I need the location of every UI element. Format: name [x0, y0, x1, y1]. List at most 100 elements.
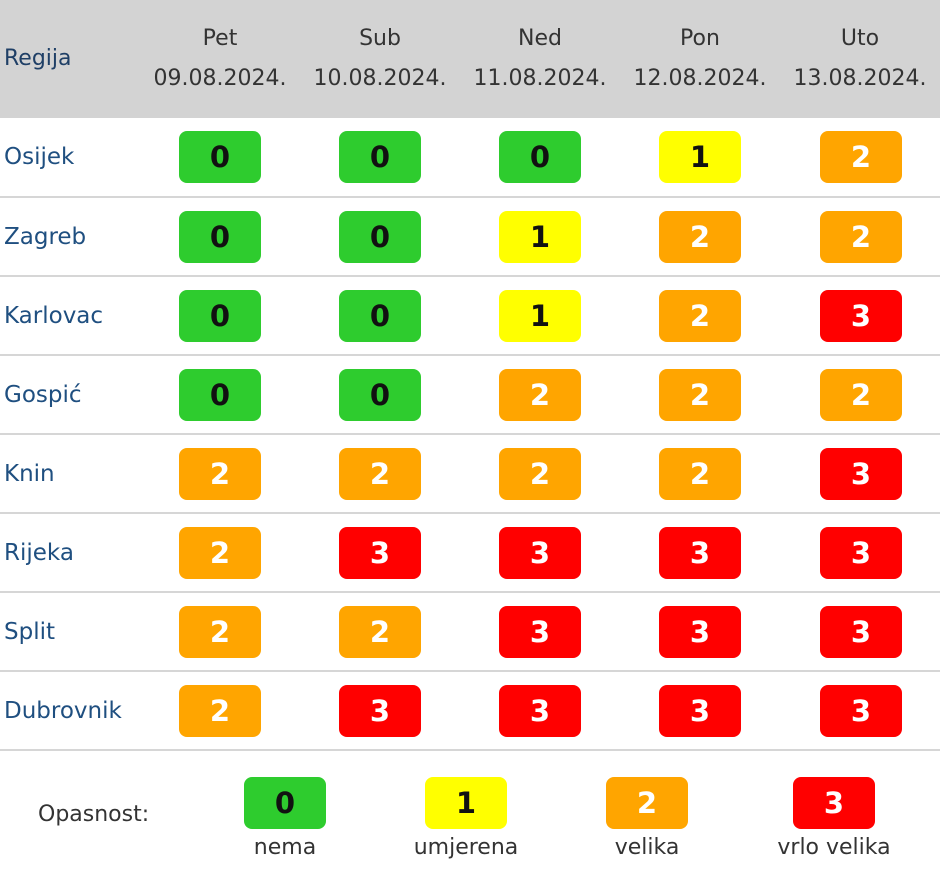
forecast-cell: 2 — [780, 355, 940, 434]
day-column-header: Sub 10.08.2024. — [300, 0, 460, 118]
danger-level-badge: 0 — [179, 210, 261, 263]
danger-level-badge: 3 — [659, 526, 741, 579]
legend-text: velika — [614, 835, 680, 860]
day-name: Pet — [202, 26, 238, 51]
table-row: Karlovac 0 0 1 2 3 — [0, 276, 940, 355]
table-row: Rijeka 2 3 3 3 3 — [0, 513, 940, 592]
region-name: Karlovac — [4, 302, 104, 329]
day-column-header: Ned 11.08.2024. — [460, 0, 620, 118]
forecast-cell: 0 — [140, 118, 300, 197]
danger-level-badge: 2 — [179, 605, 261, 658]
day-name: Uto — [840, 26, 880, 51]
danger-level-badge: 3 — [820, 289, 902, 342]
forecast-cell: 2 — [300, 592, 460, 671]
danger-level-badge: 3 — [820, 526, 902, 579]
danger-level-badge: 0 — [339, 131, 421, 183]
day-date: 10.08.2024. — [313, 66, 447, 91]
danger-level-badge: 2 — [659, 289, 741, 342]
forecast-cell: 2 — [620, 355, 780, 434]
danger-level-badge: 3 — [659, 605, 741, 658]
legend-text: umjerena — [413, 835, 519, 860]
danger-level-badge: 3 — [659, 684, 741, 737]
legend-text: vrlo velika — [777, 835, 891, 860]
forecast-cell: 2 — [780, 197, 940, 276]
legend-item-very-high: 3 vrlo velika — [759, 777, 909, 860]
day-date: 13.08.2024. — [793, 66, 927, 91]
region-name: Dubrovnik — [4, 697, 122, 724]
forecast-cell: 3 — [460, 513, 620, 592]
forecast-cell: 3 — [780, 276, 940, 355]
day-name: Pon — [680, 26, 720, 51]
day-column-header: Pet 09.08.2024. — [140, 0, 300, 118]
danger-level-badge: 0 — [339, 368, 421, 421]
danger-level-badge: 2 — [339, 605, 421, 658]
forecast-cell: 0 — [140, 276, 300, 355]
forecast-cell: 3 — [780, 434, 940, 513]
danger-level-badge: 1 — [499, 289, 581, 342]
legend-item-moderate: 1 umjerena — [391, 777, 541, 860]
legend-badge: 0 — [244, 777, 326, 829]
danger-level-badge: 2 — [820, 368, 902, 421]
forecast-cell: 0 — [300, 276, 460, 355]
danger-level-badge: 3 — [499, 526, 581, 579]
danger-level-badge: 3 — [820, 684, 902, 737]
region-name: Zagreb — [4, 223, 87, 250]
region-name: Split — [4, 618, 55, 645]
danger-level-badge: 0 — [499, 131, 581, 183]
forecast-cell: 2 — [620, 434, 780, 513]
table-row: Osijek 0 0 0 1 2 — [0, 118, 940, 197]
table-row: Knin 2 2 2 2 3 — [0, 434, 940, 513]
danger-level-badge: 0 — [179, 289, 261, 342]
forecast-cell: 3 — [300, 671, 460, 750]
forecast-cell: 2 — [140, 513, 300, 592]
danger-level-badge: 3 — [820, 447, 902, 500]
region-name: Knin — [4, 460, 55, 487]
legend-badge: 2 — [606, 777, 688, 829]
forecast-cell: 2 — [300, 434, 460, 513]
forecast-cell: 3 — [620, 513, 780, 592]
danger-level-badge: 2 — [659, 447, 741, 500]
danger-level-badge: 1 — [499, 210, 581, 263]
forecast-cell: 0 — [460, 118, 620, 197]
forecast-cell: 3 — [620, 671, 780, 750]
forecast-cell: 3 — [460, 592, 620, 671]
day-date: 11.08.2024. — [473, 66, 607, 91]
legend-text: nema — [253, 835, 317, 860]
forecast-cell: 0 — [300, 197, 460, 276]
forecast-cell: 1 — [460, 276, 620, 355]
forecast-cell: 0 — [140, 355, 300, 434]
danger-level-badge: 2 — [820, 210, 902, 263]
forecast-table: Regija Pet 09.08.2024. Sub 10.08.2024. N… — [0, 0, 940, 750]
danger-level-badge: 2 — [179, 447, 261, 500]
table-row: Gospić 0 0 2 2 2 — [0, 355, 940, 434]
forecast-cell: 3 — [780, 592, 940, 671]
region-column-header: Regija — [4, 46, 72, 71]
legend-badge: 1 — [425, 777, 507, 829]
danger-level-badge: 0 — [179, 131, 261, 183]
forecast-cell: 1 — [460, 197, 620, 276]
legend-label: Opasnost: — [38, 802, 150, 827]
danger-level-badge: 3 — [820, 605, 902, 658]
forecast-cell: 1 — [620, 118, 780, 197]
forecast-cell: 3 — [780, 513, 940, 592]
forecast-cell: 0 — [300, 118, 460, 197]
legend-badge: 3 — [793, 777, 875, 829]
table-header-row: Regija Pet 09.08.2024. Sub 10.08.2024. N… — [0, 0, 940, 118]
danger-level-badge: 0 — [339, 289, 421, 342]
forecast-cell: 2 — [620, 197, 780, 276]
forecast-cell: 2 — [780, 118, 940, 197]
danger-level-badge: 2 — [659, 210, 741, 263]
table-row: Dubrovnik 2 3 3 3 3 — [0, 671, 940, 750]
forecast-cell: 0 — [300, 355, 460, 434]
day-column-header: Uto 13.08.2024. — [780, 0, 940, 118]
region-name: Osijek — [4, 144, 75, 170]
forecast-cell: 3 — [620, 592, 780, 671]
danger-level-badge: 0 — [339, 210, 421, 263]
danger-level-badge: 2 — [179, 526, 261, 579]
forecast-cell: 3 — [460, 671, 620, 750]
danger-level-badge: 2 — [659, 368, 741, 421]
day-column-header: Pon 12.08.2024. — [620, 0, 780, 118]
forecast-cell: 3 — [780, 671, 940, 750]
danger-level-badge: 2 — [179, 684, 261, 737]
